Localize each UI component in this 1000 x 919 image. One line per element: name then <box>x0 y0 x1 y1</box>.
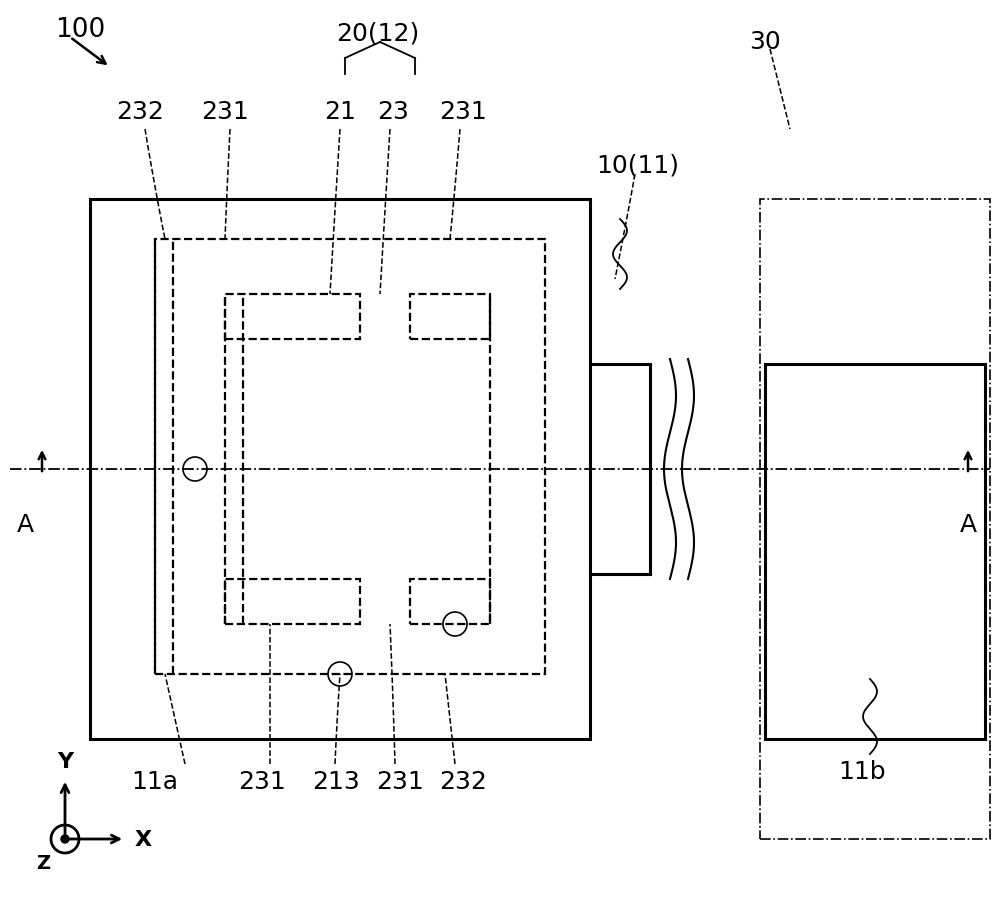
Text: A: A <box>16 513 34 537</box>
Text: Y: Y <box>57 751 73 771</box>
Text: 100: 100 <box>55 17 105 43</box>
Text: 232: 232 <box>439 769 487 793</box>
Bar <box>225 295 360 340</box>
Text: 11a: 11a <box>132 769 179 793</box>
Bar <box>410 579 490 624</box>
Text: X: X <box>134 829 152 849</box>
Bar <box>155 240 545 675</box>
Text: 21: 21 <box>324 100 356 124</box>
Bar <box>90 199 590 739</box>
Text: 30: 30 <box>749 30 781 54</box>
Text: 232: 232 <box>116 100 164 124</box>
Text: 231: 231 <box>201 100 249 124</box>
Text: Z: Z <box>36 854 50 872</box>
Circle shape <box>61 835 69 843</box>
Bar <box>760 199 990 839</box>
Bar <box>765 365 985 739</box>
Text: 231: 231 <box>439 100 487 124</box>
Text: 213: 213 <box>312 769 360 793</box>
Bar <box>225 579 360 624</box>
Text: 231: 231 <box>238 769 286 793</box>
Text: 11b: 11b <box>838 759 886 783</box>
Text: A: A <box>959 513 977 537</box>
Text: 10(11): 10(11) <box>596 153 680 176</box>
Text: 231: 231 <box>376 769 424 793</box>
Text: 20(12): 20(12) <box>336 21 420 45</box>
Bar <box>410 295 490 340</box>
Text: 23: 23 <box>377 100 409 124</box>
